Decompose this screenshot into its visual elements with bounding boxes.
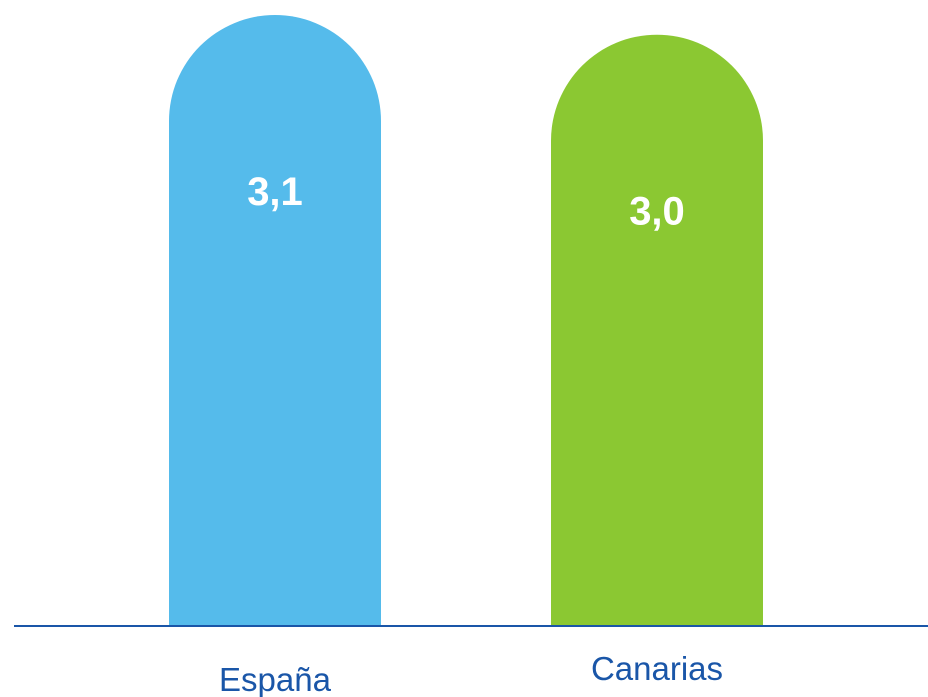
- bar-value-label: 3,1: [247, 170, 303, 214]
- category-label: España: [219, 661, 332, 697]
- category-label: Canarias: [591, 650, 723, 687]
- bar-value-label: 3,0: [629, 190, 685, 234]
- bar-1: [169, 15, 381, 626]
- bars-group: 3,1 3,0: [169, 15, 763, 627]
- bar-2: [551, 34, 763, 627]
- labels-group: España Canarias: [219, 650, 723, 697]
